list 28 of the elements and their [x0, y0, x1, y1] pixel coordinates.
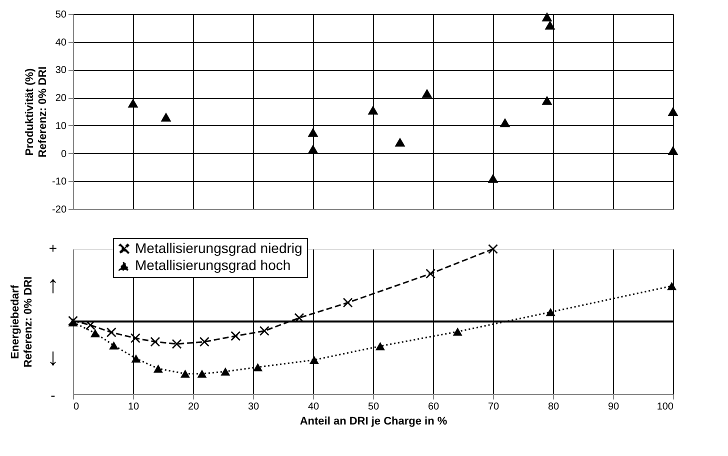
y-tick-label: 50	[55, 10, 67, 20]
y-tick-label: 30	[55, 65, 67, 76]
text: -	[50, 387, 56, 403]
text: +	[48, 240, 58, 256]
x-tick-label: 0	[74, 402, 80, 412]
legend-label: Metallisierungsgrad hoch	[135, 257, 291, 273]
x-tick-label: 30	[248, 402, 260, 412]
x-tick-label: 80	[548, 402, 560, 412]
x-tick-label: 20	[188, 402, 200, 412]
x-tick-label: 100	[656, 402, 674, 412]
y-tick-label: -20	[52, 204, 67, 216]
x-tick-label: 90	[608, 402, 620, 412]
x-axis-title: Anteil an DRI je Charge in %	[300, 416, 448, 428]
y-axis-title: Energiebedarf Referenz: 0% DRI	[10, 276, 34, 368]
x-tick-label: 50	[368, 402, 380, 412]
x-tick-label: 40	[308, 402, 320, 412]
x-tick-label: 10	[128, 402, 140, 412]
y-tick-label: 40	[55, 37, 67, 48]
text: ↓	[47, 344, 59, 371]
y-tick-label: 20	[55, 93, 67, 104]
legend-label: Metallisierungsgrad niedrig	[135, 240, 302, 256]
y-axis-title: Produktivität (%) Referenz: 0% DRI	[24, 66, 50, 158]
x-tick-label: 60	[428, 402, 440, 412]
y-tick-label: -10	[52, 176, 67, 188]
y-tick-label: 0	[60, 148, 67, 160]
y-tick-label: 10	[55, 120, 67, 132]
x-tick-label: 70	[488, 402, 500, 412]
text: ↑	[47, 271, 59, 298]
